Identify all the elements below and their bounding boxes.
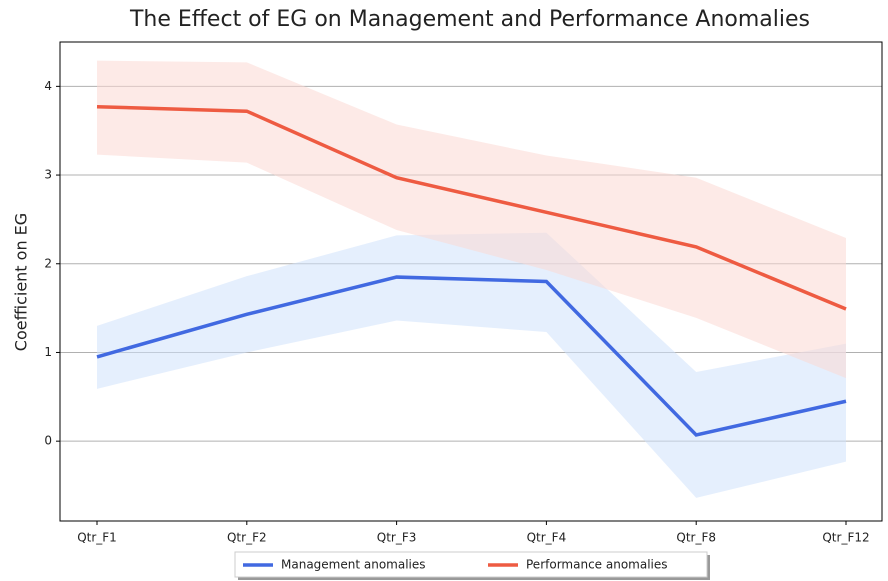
y-tick-label: 2 [44,256,52,270]
x-tick-label: Qtr_F8 [676,531,716,545]
x-tick-label: Qtr_F1 [77,531,117,545]
x-tick-label: Qtr_F4 [527,531,567,545]
line-series [96,105,847,311]
plot-frame [59,41,883,522]
x-tick-label: Qtr_F3 [377,531,417,545]
line-series [96,275,847,437]
y-tick-label: 4 [44,79,52,93]
y-tick-label: 0 [44,434,52,448]
y-tick-label: 1 [44,345,52,359]
x-tick-label: Qtr_F2 [227,531,267,545]
legend-label: Performance anomalies [526,558,668,572]
legend-label: Management anomalies [281,558,426,572]
x-tick-label: Qtr_F12 [822,531,869,545]
confidence-band [97,60,846,379]
legend-box [234,551,708,578]
y-axis-label: Coefficient on EG [12,213,31,351]
legend: Management anomalies Performance anomalie… [234,551,710,580]
confidence-band [97,232,846,498]
y-tick-label: 3 [44,168,52,182]
chart-title: The Effect of EG on Management and Perfo… [129,7,810,32]
